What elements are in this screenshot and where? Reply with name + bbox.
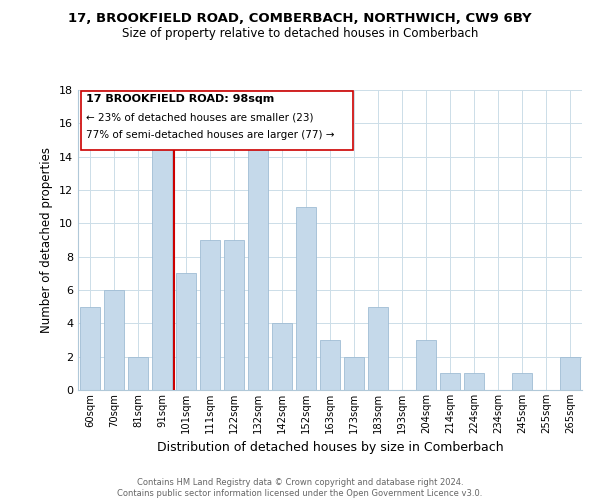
Bar: [224, 240, 244, 390]
Text: 17 BROOKFIELD ROAD: 98sqm: 17 BROOKFIELD ROAD: 98sqm: [86, 94, 274, 104]
Text: 77% of semi-detached houses are larger (77) →: 77% of semi-detached houses are larger (…: [86, 130, 334, 140]
Text: Contains HM Land Registry data © Crown copyright and database right 2024.
Contai: Contains HM Land Registry data © Crown c…: [118, 478, 482, 498]
FancyBboxPatch shape: [80, 92, 353, 150]
Bar: [560, 356, 580, 390]
Bar: [464, 374, 484, 390]
Text: 77% of semi-detached houses are larger (77) →: 77% of semi-detached houses are larger (…: [83, 130, 332, 140]
X-axis label: Distribution of detached houses by size in Comberbach: Distribution of detached houses by size …: [157, 442, 503, 454]
Bar: [416, 340, 436, 390]
Text: 17 BROOKFIELD ROAD: 98sqm: 17 BROOKFIELD ROAD: 98sqm: [83, 94, 271, 104]
Bar: [248, 140, 268, 390]
Y-axis label: Number of detached properties: Number of detached properties: [40, 147, 53, 333]
Bar: [320, 340, 340, 390]
Bar: [80, 306, 100, 390]
Bar: [104, 290, 124, 390]
Bar: [272, 324, 292, 390]
Bar: [200, 240, 220, 390]
Bar: [152, 140, 172, 390]
Text: ← 23% of detached houses are smaller (23): ← 23% of detached houses are smaller (23…: [83, 112, 311, 122]
Text: Size of property relative to detached houses in Comberbach: Size of property relative to detached ho…: [122, 28, 478, 40]
Text: 17, BROOKFIELD ROAD, COMBERBACH, NORTHWICH, CW9 6BY: 17, BROOKFIELD ROAD, COMBERBACH, NORTHWI…: [68, 12, 532, 26]
Bar: [368, 306, 388, 390]
Bar: [128, 356, 148, 390]
Bar: [176, 274, 196, 390]
Bar: [440, 374, 460, 390]
Bar: [296, 206, 316, 390]
Bar: [344, 356, 364, 390]
Bar: [512, 374, 532, 390]
Text: ← 23% of detached houses are smaller (23): ← 23% of detached houses are smaller (23…: [86, 112, 313, 122]
